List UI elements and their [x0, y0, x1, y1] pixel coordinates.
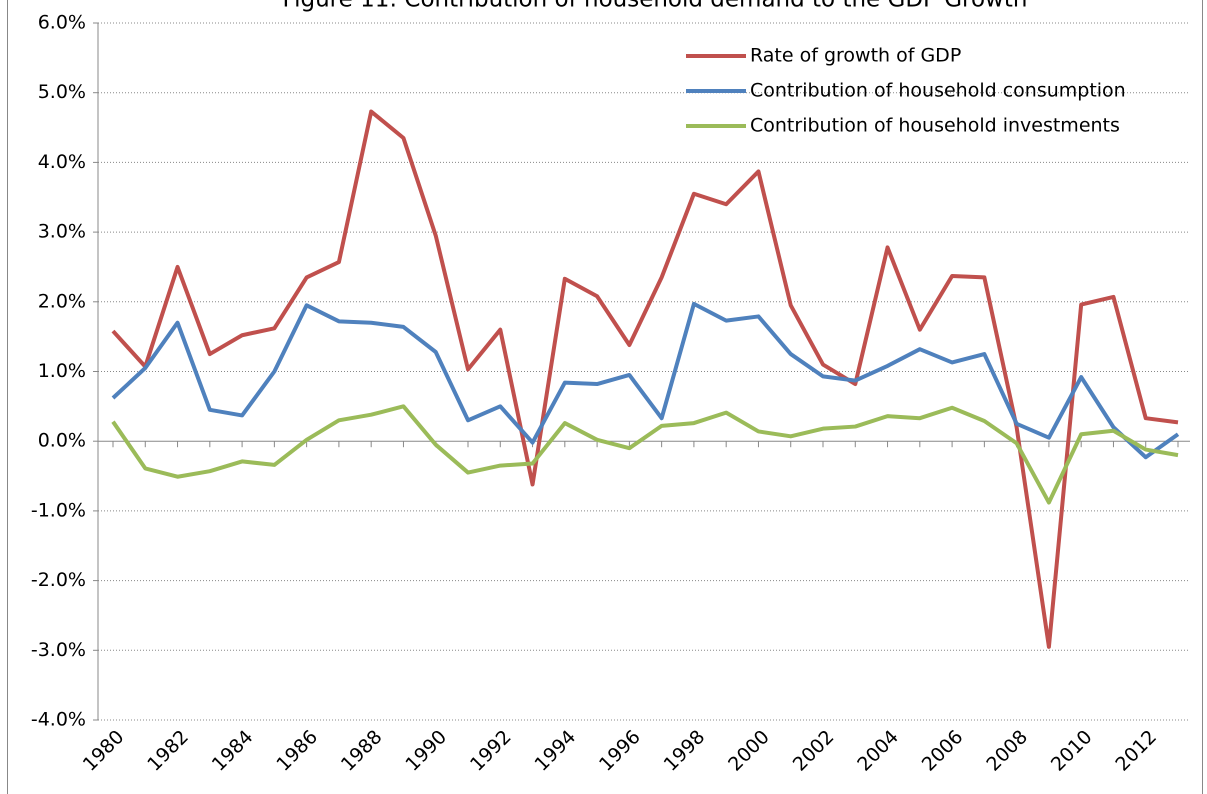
chart-title: Figure 11: Contribution of household dem… — [283, 0, 1028, 13]
x-tick-label: 1984 — [208, 726, 258, 776]
y-tick-label: -1.0% — [31, 499, 86, 521]
series-line — [111, 109, 1179, 649]
x-tick-label: 1992 — [466, 726, 516, 776]
x-tick-label: 1982 — [143, 726, 193, 776]
x-tick-label: 2006 — [918, 726, 968, 776]
legend-label: Rate of growth of GDP — [750, 45, 961, 67]
x-tick-label: 1980 — [79, 726, 129, 776]
legend-label: Contribution of household consumption — [750, 80, 1126, 102]
series-line — [111, 404, 1179, 505]
series-line — [111, 301, 1180, 460]
y-tick-label: 0.0% — [38, 430, 86, 452]
x-tick-label: 2004 — [853, 726, 903, 776]
x-tick-label: 1988 — [337, 726, 387, 776]
x-tick-label: 1996 — [595, 726, 645, 776]
x-tick-label: 1986 — [272, 726, 322, 776]
y-tick-label: 4.0% — [38, 151, 86, 173]
x-tick-label: 1990 — [401, 726, 451, 776]
x-tick-label: 2010 — [1047, 726, 1097, 776]
x-tick-label: 2000 — [724, 726, 774, 776]
y-tick-label: -4.0% — [31, 709, 86, 731]
y-tick-label: 5.0% — [38, 81, 86, 103]
x-tick-label: 1994 — [530, 726, 580, 776]
y-tick-label: -2.0% — [31, 569, 86, 591]
y-tick-label: 1.0% — [38, 360, 86, 382]
x-tick-label: 1998 — [660, 726, 710, 776]
x-tick-label: 2012 — [1111, 726, 1161, 776]
legend-label: Contribution of household investments — [750, 115, 1120, 137]
y-tick-label: 2.0% — [38, 290, 86, 312]
y-tick-label: -3.0% — [31, 639, 86, 661]
chart-frame — [7, 0, 1203, 794]
x-tick-label: 2008 — [982, 726, 1032, 776]
x-tick-label: 2002 — [789, 726, 839, 776]
y-tick-label: 3.0% — [38, 221, 86, 243]
y-tick-label: 6.0% — [38, 12, 86, 34]
